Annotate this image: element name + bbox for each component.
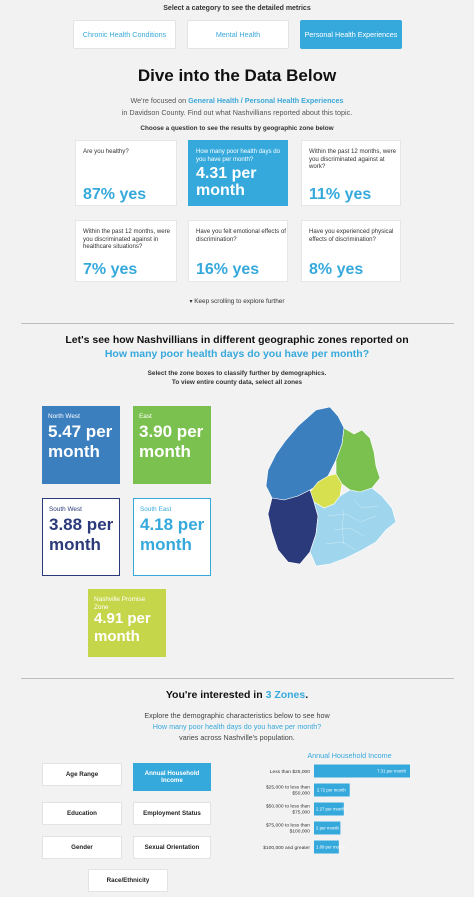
zone-value: 3.90 per month <box>139 422 204 461</box>
demo-age-range-button[interactable]: Age Range <box>42 763 122 786</box>
question-card-discrimination-healthcare[interactable]: Within the past 12 months, were you disc… <box>75 220 177 282</box>
zone-name: South East <box>140 506 172 513</box>
question-prompt: Choose a question to see the results by … <box>140 125 334 132</box>
scroll-hint-text: Keep scrolling to explore further <box>194 298 285 305</box>
question-value: 87% yes <box>83 186 147 203</box>
question-value: 16% yes <box>196 261 260 278</box>
chart-bar[interactable] <box>314 783 350 797</box>
demo-race-ethnicity-button[interactable]: Race/Ethnicity <box>88 869 168 892</box>
zone-box-south-west[interactable]: South West 3.88 per month <box>42 498 120 576</box>
chart-category-label: Less than $25,000 <box>270 769 311 775</box>
chart-bar[interactable] <box>314 802 344 816</box>
question-value: 8% yes <box>309 261 364 278</box>
chart-value-label: 2.72 per month <box>317 788 347 793</box>
zone-name: North West <box>48 413 80 420</box>
question-card-physical-effects[interactable]: Have you experienced physical effects of… <box>301 220 401 282</box>
question-text: Have you experienced physical effects of… <box>309 228 394 243</box>
zones-section-subtitle: How many poor health days do you have pe… <box>104 348 370 360</box>
question-text: Within the past 12 months, were you disc… <box>309 148 397 171</box>
question-value: 11% yes <box>309 186 372 203</box>
demo-income-button[interactable]: Annual Household Income <box>133 763 211 791</box>
question-card-poor-health-days[interactable]: How many poor health days do you have pe… <box>188 140 288 206</box>
intro-prefix: We're focused on <box>130 96 189 105</box>
map-region-south-east <box>309 487 397 567</box>
chart-value-label: 2 per month <box>316 826 340 831</box>
demo-employment-button[interactable]: Employment Status <box>133 802 211 825</box>
intro-line-2: in Davidson County. Find out what Nashvi… <box>121 108 353 117</box>
page-title: Dive into the Data Below <box>137 66 337 85</box>
question-text: Have you felt emotional effects of discr… <box>196 228 286 243</box>
zone-box-north-west[interactable]: North West 5.47 per month <box>42 406 120 484</box>
chart-category-label: $75,000 to less than $100,000 <box>266 823 310 835</box>
zones-section-title: Let's see how Nashvillians in different … <box>65 334 409 346</box>
question-value: 7% yes <box>83 261 138 278</box>
zone-value: 4.18 per month <box>140 515 205 554</box>
interest-heading: You're interested in 3 Zones. <box>0 689 474 701</box>
davidson-county-map[interactable] <box>258 404 404 574</box>
question-text: Within the past 12 months, were you disc… <box>83 228 171 251</box>
demo-gender-button[interactable]: Gender <box>42 836 122 859</box>
zone-name: South West <box>49 506 82 513</box>
zone-box-east[interactable]: East 3.90 per month <box>133 406 211 484</box>
map-region-east <box>335 427 381 493</box>
interest-prefix: You're interested in <box>165 689 266 701</box>
zone-name: East <box>139 413 152 420</box>
section-divider <box>21 323 454 324</box>
zone-box-promise-zone[interactable]: Nashville Promise Zone 4.91 per month <box>88 589 166 657</box>
question-card-healthy[interactable]: Are you healthy? 87% yes <box>75 140 177 206</box>
zones-instruction-1: Select the zone boxes to classify furthe… <box>147 370 327 377</box>
intro-topic: General Health / Personal Health Experie… <box>188 96 344 105</box>
category-chronic-button[interactable]: Chronic Health Conditions <box>73 20 176 49</box>
scroll-hint[interactable]: ▾ Keep scrolling to explore further <box>0 298 474 305</box>
map-neighborhood-lines <box>325 499 379 551</box>
explore-line-1: Explore the demographic characteristics … <box>144 711 330 720</box>
chart-bar[interactable] <box>314 821 341 835</box>
question-text: Are you healthy? <box>83 148 129 155</box>
chart-title: Annual Household Income <box>307 751 392 760</box>
demo-education-button[interactable]: Education <box>42 802 122 825</box>
question-card-discrimination-work[interactable]: Within the past 12 months, were you disc… <box>301 140 401 206</box>
category-mental-health-button[interactable]: Mental Health <box>187 20 289 49</box>
chart-category-label: $50,000 to less than $75,000 <box>266 804 310 816</box>
question-card-emotional-effects[interactable]: Have you felt emotional effects of discr… <box>188 220 288 282</box>
explore-line-3: varies across Nashville's population. <box>179 733 295 742</box>
chart-bar[interactable] <box>314 840 339 854</box>
zone-box-south-east[interactable]: South East 4.18 per month <box>133 498 211 576</box>
chart-value-label: 1.89 per month <box>316 845 346 850</box>
zone-name: Nashville Promise Zone <box>94 596 146 611</box>
explore-line-2: How many poor health days do you have pe… <box>152 722 322 731</box>
zones-instruction-2: To view entire county data, select all z… <box>171 379 303 386</box>
chart-value-label: 2.27 per month <box>316 807 346 812</box>
interest-zone-count: 3 Zones <box>265 689 306 701</box>
question-value: 4.31 per month <box>196 165 257 199</box>
intro-line-1: We're focused on General Health / Person… <box>0 96 474 105</box>
demo-sexual-orientation-button[interactable]: Sexual Orientation <box>133 836 211 859</box>
category-personal-experiences-button[interactable]: Personal Health Experiences <box>300 20 402 49</box>
chart-category-label: $25,000 to less than $50,000 <box>266 785 310 797</box>
chart-bar[interactable] <box>314 764 410 778</box>
question-text: How many poor health days do you have pe… <box>196 148 281 163</box>
zone-value: 4.91 per month <box>94 610 151 645</box>
zone-value: 3.88 per month <box>49 515 114 554</box>
section-divider-2 <box>21 678 454 679</box>
zone-value: 5.47 per month <box>48 422 113 461</box>
chart-category-label: $100,000 and greater <box>263 845 310 851</box>
category-prompt: Select a category to see the detailed me… <box>163 5 311 12</box>
caret-down-icon: ▾ <box>189 299 195 305</box>
chart-value-label: 7.31 per month <box>377 769 407 774</box>
income-bar-chart: Less than $25,000 7.31 per month $25,000 t… <box>263 764 410 854</box>
interest-suffix: . <box>305 689 309 701</box>
